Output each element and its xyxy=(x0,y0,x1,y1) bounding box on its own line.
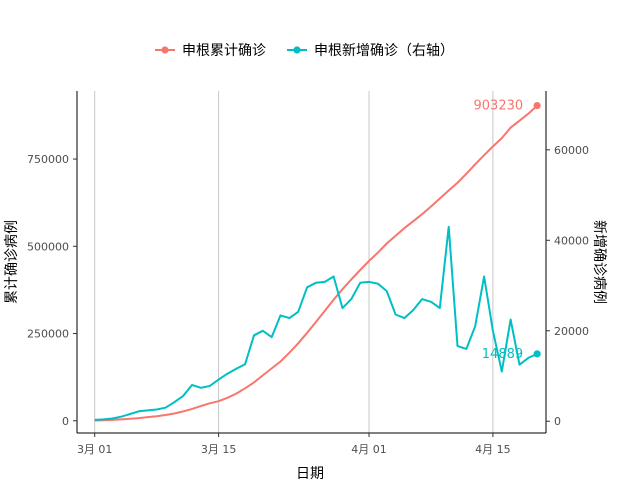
y-right-tick-label-3: 60000 xyxy=(554,144,589,157)
series-end-label-cumulative: 903230 xyxy=(474,99,524,114)
legend-key-cumulative-point xyxy=(161,46,169,54)
y-left-tick-label-3: 750000 xyxy=(27,153,69,166)
y-left-tick-label-0: 0 xyxy=(62,415,69,428)
series-line-cumulative xyxy=(94,104,538,422)
y-left-tick-label-1: 250000 xyxy=(27,328,69,341)
legend-item-cumulative: 申根累计确诊 xyxy=(155,43,266,59)
x-tick-label-0: 3月 01 xyxy=(77,443,113,456)
x-tick-label-1: 3月 15 xyxy=(201,443,237,456)
y-axis-right-title: 新增确诊病例 xyxy=(591,220,607,304)
legend-item-daily: 申根新增确诊（右轴） xyxy=(287,43,454,59)
series-layer: 903230 14889 xyxy=(94,99,541,422)
legend-label-cumulative: 申根累计确诊 xyxy=(182,43,266,59)
legend-key-daily-point xyxy=(293,46,301,54)
axes-layer: 3月 01 3月 15 4月 01 4月 15 0 250000 500000 750000 0… xyxy=(27,91,589,456)
series-line-daily xyxy=(94,225,538,421)
series-end-point-daily xyxy=(533,350,541,358)
legend-label-daily: 申根新增确诊（右轴） xyxy=(314,43,454,59)
series-end-point-cumulative xyxy=(533,101,541,110)
grid-lines xyxy=(94,91,494,433)
x-tick-label-3: 4月 15 xyxy=(475,443,511,456)
y-right-tick-label-2: 40000 xyxy=(554,234,589,247)
x-axis-title: 日期 xyxy=(296,466,324,480)
legend: 申根累计确诊 申根新增确诊（右轴） xyxy=(155,43,454,59)
y-right-tick-label-0: 0 xyxy=(554,415,561,428)
y-left-tick-label-2: 500000 xyxy=(27,240,69,253)
y-axis-left-title: 累计确诊病例 xyxy=(4,220,20,304)
x-tick-label-2: 4月 01 xyxy=(351,443,387,456)
y-right-tick-label-1: 20000 xyxy=(554,325,589,338)
series-end-label-daily: 14889 xyxy=(482,347,523,362)
